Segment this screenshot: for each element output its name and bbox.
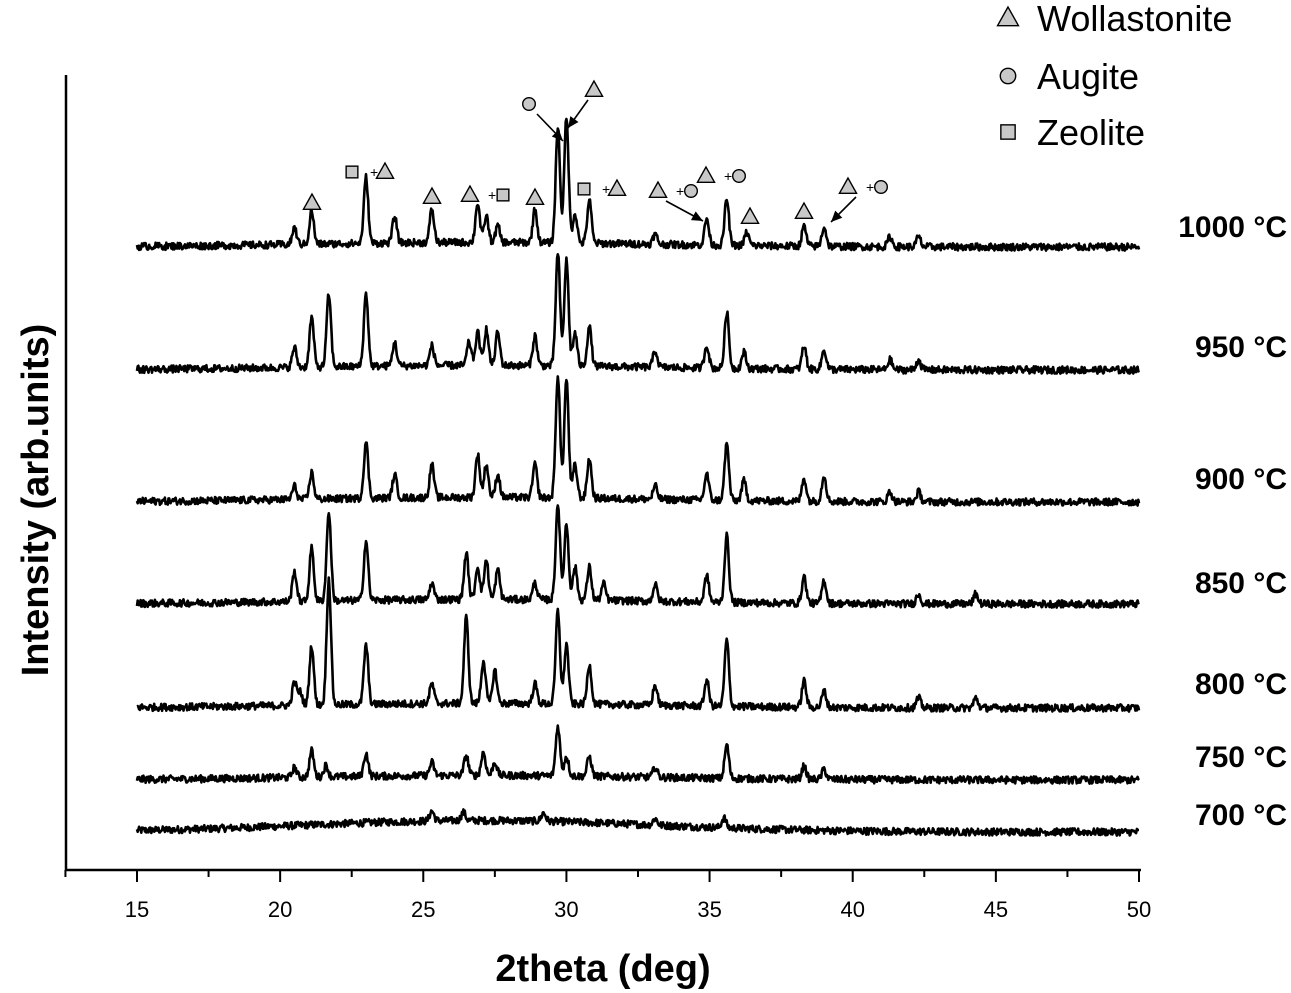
circle-icon (874, 179, 889, 194)
plus-sign: + (724, 168, 732, 184)
x-tick-label: 15 (125, 897, 149, 922)
trace-800C (136, 576, 1141, 713)
legend: Wollastonite Augite Zeolite (996, 0, 1232, 153)
x-tick-label: 50 (1127, 897, 1151, 922)
x-tick-label: 25 (411, 897, 435, 922)
series-label: 800 °C (1195, 668, 1287, 701)
triangle-icon (740, 206, 760, 225)
peak-annotation: + (648, 180, 704, 222)
square-icon (496, 188, 510, 202)
square-icon (1000, 124, 1016, 140)
circle-icon (999, 67, 1017, 85)
triangle-icon (302, 192, 322, 211)
trace-850C (135, 504, 1140, 609)
plus-sign: + (488, 187, 496, 203)
plus-sign: + (866, 179, 874, 195)
trace-950C (135, 253, 1141, 375)
peak-annotation: + (830, 176, 889, 223)
square-icon (345, 165, 359, 179)
peak-annotation (794, 201, 814, 220)
peak-annotations: + + + + + + (302, 79, 889, 225)
triangle-icon (584, 79, 604, 98)
triangle-icon (460, 184, 480, 203)
plus-sign: + (602, 181, 610, 197)
x-tick-labels: 15 20 25 30 35 40 45 50 (125, 897, 1151, 922)
triangle-icon (422, 186, 442, 205)
circle-icon (684, 183, 699, 198)
triangle-icon (996, 5, 1020, 27)
trace-1000C (135, 117, 1141, 252)
trace-700C (135, 808, 1140, 837)
peak-annotation (422, 186, 442, 205)
triangle-icon (375, 161, 395, 180)
arrow-head (568, 116, 579, 128)
x-axis-title: 2theta (deg) (495, 948, 710, 990)
legend-entry: Augite (1037, 56, 1139, 97)
series-label: 950 °C (1195, 331, 1287, 364)
x-tick-label: 30 (554, 897, 578, 922)
plus-sign: + (676, 183, 684, 199)
legend-entry: Wollastonite (1037, 0, 1232, 39)
trace-750C (135, 724, 1140, 785)
triangle-icon (794, 201, 814, 220)
circle-icon (522, 96, 537, 111)
arrow-head (831, 210, 843, 222)
peak-annotation (522, 96, 564, 142)
x-tick-label: 20 (268, 897, 292, 922)
series-label: 700 °C (1195, 799, 1287, 832)
legend-entry: Zeolite (1037, 112, 1145, 153)
x-tick-label: 45 (984, 897, 1008, 922)
peak-annotation: + (577, 178, 627, 197)
series-label: 1000 °C (1178, 211, 1287, 244)
triangle-icon (607, 178, 627, 197)
peak-annotation (525, 187, 545, 206)
peak-annotation: + (460, 184, 510, 203)
series-labels: 700 °C 750 °C 800 °C 850 °C 900 °C 950 °C 1000… (1178, 211, 1287, 832)
traces (135, 117, 1141, 837)
circle-icon (732, 168, 747, 183)
x-ticks (64, 870, 1140, 882)
triangle-icon (838, 176, 858, 195)
series-label: 900 °C (1195, 463, 1287, 496)
peak-annotation: + (345, 161, 395, 180)
peak-annotation (567, 79, 604, 129)
x-tick-label: 40 (840, 897, 864, 922)
triangle-icon (525, 187, 545, 206)
peak-annotation: + (696, 165, 747, 184)
triangle-icon (648, 180, 668, 199)
series-label: 750 °C (1195, 741, 1287, 774)
plus-sign: + (370, 164, 378, 180)
series-label: 850 °C (1195, 567, 1287, 600)
triangle-icon (696, 165, 716, 184)
arrow-head (690, 211, 703, 221)
x-tick-label: 35 (697, 897, 721, 922)
peak-annotation (302, 192, 322, 211)
trace-900C (135, 375, 1141, 507)
square-icon (577, 182, 591, 196)
arrow-head (551, 129, 563, 141)
axes (64, 75, 1141, 872)
peak-annotation (740, 206, 760, 225)
y-axis-title: Intensity (arb.units) (15, 324, 57, 677)
